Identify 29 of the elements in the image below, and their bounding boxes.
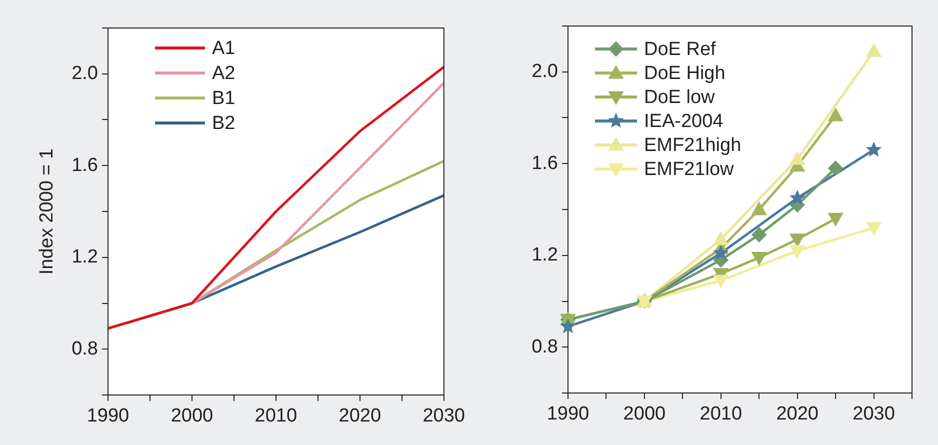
- x-tick-label: 2010: [254, 406, 298, 427]
- legend-label: DoE Ref: [644, 39, 717, 60]
- y-tick-label: 1.2: [532, 244, 558, 266]
- y-axis-title: Index 2000 = 1: [36, 148, 58, 275]
- legend-label: IEA-2004: [644, 111, 724, 132]
- legend-label: B2: [212, 113, 236, 134]
- legend-label: DoE low: [644, 87, 716, 108]
- x-tick-label: 2020: [338, 406, 382, 427]
- x-tick-label: 1990: [86, 406, 130, 427]
- x-tick-label: 1990: [546, 404, 590, 425]
- y-tick-label: 1.6: [72, 154, 98, 176]
- x-tick-label: 2020: [776, 404, 818, 425]
- y-tick-label: 2.0: [532, 61, 558, 82]
- legend-label: EMF21low: [644, 159, 734, 180]
- x-tick-label: 2010: [700, 404, 742, 425]
- x-tick-label: 2030: [422, 406, 466, 427]
- legend-label: B1: [212, 88, 236, 110]
- y-tick-label: 2.0: [72, 63, 98, 84]
- legend-label: EMF21high: [644, 135, 742, 156]
- legend-label: A1: [212, 38, 236, 60]
- y-tick-label: 1.6: [532, 152, 558, 174]
- legend-label: DoE High: [644, 63, 726, 84]
- x-tick-label: 2030: [852, 404, 895, 425]
- x-tick-label: 2000: [623, 404, 666, 425]
- y-tick-label: 0.8: [532, 336, 558, 358]
- legend-label: A2: [212, 63, 236, 84]
- y-tick-label: 0.8: [72, 338, 98, 360]
- x-tick-label: 2000: [170, 406, 214, 427]
- y-tick-label: 1.2: [72, 246, 98, 268]
